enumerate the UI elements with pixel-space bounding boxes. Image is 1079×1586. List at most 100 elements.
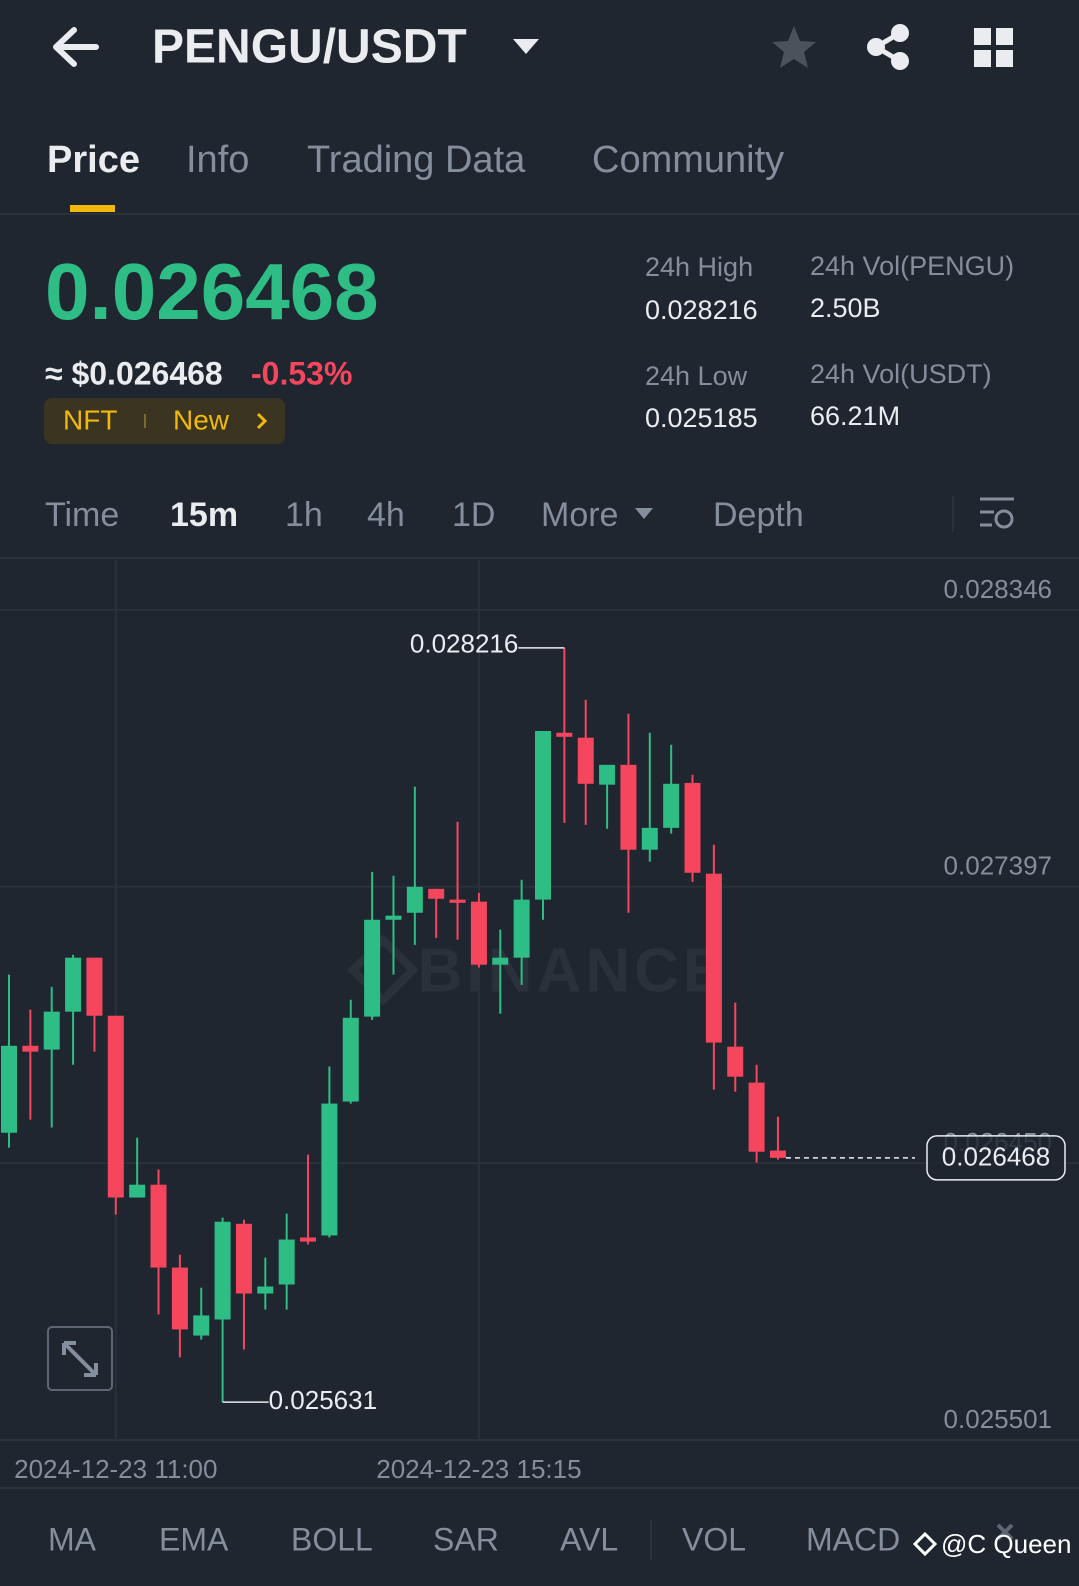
candle-body: [129, 1184, 146, 1198]
stat-value: 0.025185: [645, 403, 758, 433]
stat-label: 24h Low: [645, 361, 748, 391]
last-price: 0.026468: [45, 247, 379, 336]
candle-body: [620, 764, 637, 850]
tab[interactable]: Community: [592, 139, 784, 181]
share-button[interactable]: [867, 24, 909, 70]
watermark: BINANCE: [418, 936, 728, 1005]
candle-body: [428, 888, 445, 899]
favorite-star[interactable]: [772, 26, 816, 68]
candle-body: [663, 783, 680, 828]
low-label: 0.025631: [269, 1385, 377, 1415]
interval[interactable]: More: [541, 496, 618, 534]
candle-body: [641, 827, 658, 850]
tag: New: [173, 404, 230, 435]
candle-body: [492, 957, 509, 965]
candlestick-chart: BINANCE 0.0283460.0273970.0264500.025501…: [0, 560, 1079, 1484]
candle-body: [342, 1017, 359, 1102]
candle-body: [86, 957, 103, 1016]
stat-label: 24h Vol(USDT): [810, 359, 992, 389]
button-frame: [47, 1326, 113, 1391]
x-tick-label: 2024-12-23 11:00: [14, 1454, 217, 1484]
indicator[interactable]: AVL: [560, 1521, 618, 1557]
tag: NFT: [63, 404, 117, 435]
layout-button[interactable]: [974, 28, 1013, 67]
indicator[interactable]: MACD: [806, 1521, 900, 1557]
candle-body: [470, 901, 487, 965]
candle-body: [769, 1150, 786, 1158]
indicator[interactable]: VOL: [682, 1521, 746, 1557]
pair-title[interactable]: PENGU/USDT: [152, 21, 467, 74]
usd-price: ≈ $0.026468: [45, 355, 223, 391]
pair-dropdown[interactable]: [513, 39, 539, 54]
share-dot: [891, 24, 909, 42]
back-arrow: [53, 27, 99, 67]
candle-body: [321, 1103, 338, 1236]
y-tick-label: 0.028346: [944, 574, 1052, 604]
stat-value: 66.21M: [810, 401, 900, 431]
candle-body: [1, 1045, 17, 1133]
candle-body: [364, 919, 381, 1017]
icon-gear: [994, 509, 1014, 529]
candle-body: [705, 873, 722, 1043]
candle-body: [214, 1221, 231, 1320]
back-button[interactable]: [53, 27, 99, 67]
candle-body: [684, 782, 701, 873]
interval[interactable]: Time: [45, 496, 119, 534]
fullscreen-button[interactable]: [47, 1326, 113, 1391]
candle-body: [300, 1237, 317, 1242]
stat-label: 24h High: [645, 252, 753, 282]
indicator[interactable]: MA: [48, 1521, 97, 1557]
grid-cell: [996, 50, 1013, 67]
tab[interactable]: Price: [47, 139, 140, 181]
last-price-box: [926, 1135, 1066, 1181]
indicator[interactable]: SAR: [433, 1521, 499, 1557]
candle-body: [107, 1015, 124, 1198]
grid-cell: [974, 50, 991, 67]
credit: @C Queen: [941, 1529, 1071, 1559]
stat-value: 2.50B: [810, 293, 881, 323]
candle-body: [556, 732, 573, 737]
y-tick-label: 0.025501: [944, 1404, 1052, 1434]
chart-settings[interactable]: [980, 497, 1014, 529]
more-caret: [635, 508, 653, 519]
share-dot: [867, 38, 885, 56]
candle-body: [406, 886, 423, 913]
candle-body: [22, 1045, 39, 1052]
more-indicators-icon[interactable]: [996, 1523, 1014, 1541]
tab[interactable]: Trading Data: [307, 139, 526, 181]
tab[interactable]: Info: [186, 139, 249, 181]
candle-body: [150, 1184, 167, 1268]
tag-chevron: [256, 412, 268, 430]
candle-body: [449, 899, 466, 903]
credit-logo: [912, 1531, 938, 1557]
watermark-logo: [347, 934, 419, 1006]
candle-body: [235, 1223, 252, 1294]
interval[interactable]: 1D: [452, 496, 495, 534]
interval[interactable]: 1h: [285, 496, 323, 534]
stat-label: 24h Vol(PENGU): [810, 251, 1014, 281]
grid-cell: [974, 28, 991, 45]
price-change: -0.53%: [251, 355, 352, 391]
candle-body: [599, 764, 616, 785]
candle-body: [65, 957, 82, 1012]
indicator[interactable]: BOLL: [291, 1521, 373, 1557]
candle-body: [171, 1267, 188, 1330]
high-label: 0.028216: [410, 629, 518, 659]
stat-value: 0.028216: [645, 295, 758, 325]
interval[interactable]: Depth: [713, 496, 804, 534]
candle-body: [278, 1239, 295, 1285]
candle-body: [577, 737, 594, 784]
indicator[interactable]: EMA: [159, 1521, 229, 1557]
interval[interactable]: 15m: [170, 496, 238, 534]
candle-body: [748, 1082, 765, 1152]
candle-body: [257, 1286, 274, 1294]
grid-cell: [996, 28, 1013, 45]
candle-body: [43, 1011, 60, 1050]
interval[interactable]: 4h: [367, 496, 405, 534]
candle-body: [727, 1046, 744, 1077]
candle-body: [385, 915, 402, 920]
x-tick-label: 2024-12-23 15:15: [376, 1454, 581, 1484]
last-price-label: 0.026468: [942, 1142, 1050, 1172]
tag-badge[interactable]: [44, 398, 285, 444]
